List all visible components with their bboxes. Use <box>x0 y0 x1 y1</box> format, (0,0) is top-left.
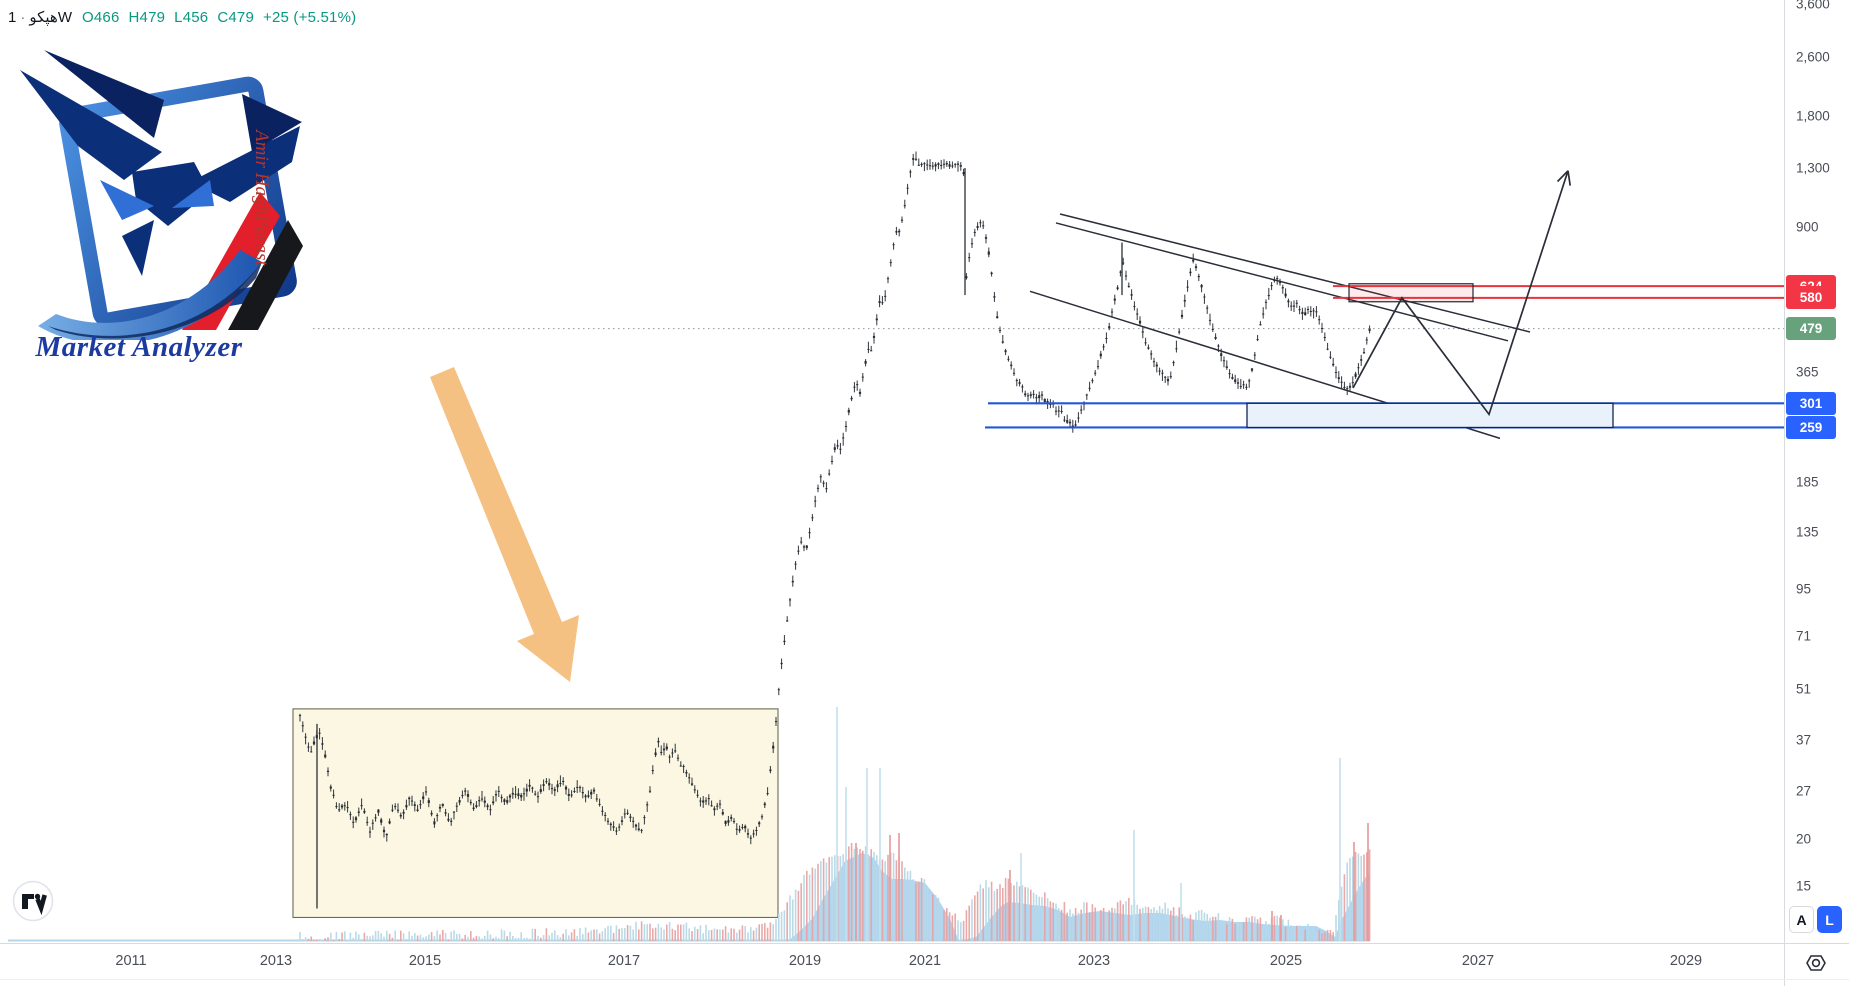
legend-separator: · <box>20 9 26 26</box>
logo-brand-text: Market Analyzer <box>35 331 243 363</box>
demand-zone-box[interactable] <box>1246 402 1614 429</box>
log-scale-button[interactable]: L <box>1817 906 1842 933</box>
eagle-logo-graphic: Amir HaghParast <box>20 50 303 345</box>
year-tick-2029: 2029 <box>1669 953 1703 969</box>
trendline-1[interactable] <box>1059 213 1531 333</box>
price-tag-479: 479 <box>1786 317 1836 341</box>
time-axis[interactable]: 2011 2013 2015 2017 2019 2021 2023 2025 2027 2029 <box>0 943 1849 986</box>
axis-corner-divider <box>1784 943 1785 986</box>
price-tick-3600: 3,600 <box>1796 0 1830 12</box>
tradingview-logo[interactable] <box>12 880 54 922</box>
year-tick-2011: 2011 <box>115 953 147 969</box>
year-tick-2025: 2025 <box>1269 953 1303 969</box>
price-tick-27: 27 <box>1796 783 1812 799</box>
year-tick-2021: 2021 <box>908 953 942 969</box>
price-tick-20: 20 <box>1796 831 1812 847</box>
price-tag-259: 259 <box>1786 415 1836 439</box>
price-tick-71: 71 <box>1796 628 1812 644</box>
logo-swoosh <box>38 250 262 345</box>
trendline-2[interactable] <box>1055 222 1509 342</box>
settings-gear-icon[interactable] <box>1804 951 1828 975</box>
price-tag-301: 301 <box>1786 391 1836 415</box>
open-value: O466 <box>82 9 120 26</box>
scale-buttons: A L <box>1789 906 1842 933</box>
price-tick-135: 135 <box>1796 524 1819 540</box>
logo-black-stripe <box>228 220 303 330</box>
supply-zone-box[interactable] <box>1348 283 1474 303</box>
projection-arrowhead <box>1556 170 1569 183</box>
candlesticks <box>298 151 1371 909</box>
year-tick-2019: 2019 <box>788 953 822 969</box>
symbol-legend[interactable]: هپکو·1W O466 H479 L456 C479 +25 (+5.51%) <box>8 8 365 26</box>
auto-scale-button[interactable]: A <box>1789 906 1814 933</box>
price-tick-900: 900 <box>1796 219 1819 235</box>
watermark-logo: Amir HaghParast Market Analyzer <box>4 30 324 364</box>
highlight-box-2013-2018[interactable] <box>292 708 779 919</box>
price-tick-1300: 1,300 <box>1796 160 1830 176</box>
year-tick-2013: 2013 <box>259 953 293 969</box>
zoom-callout-arrow[interactable] <box>430 367 579 682</box>
ohlc-values: O466 H479 L456 C479 +25 (+5.51%) <box>82 9 365 26</box>
projection-arrowhead <box>1567 170 1572 186</box>
close-value: C479 <box>217 9 255 26</box>
year-tick-2023: 2023 <box>1077 953 1111 969</box>
price-tick-95: 95 <box>1796 581 1812 597</box>
price-tick-2600: 2,600 <box>1796 49 1830 65</box>
price-tick-51: 51 <box>1796 681 1812 697</box>
low-value: L456 <box>174 9 209 26</box>
logo-author-text: Amir HaghParast <box>251 128 272 266</box>
price-tag-580: 580 <box>1786 286 1836 310</box>
projection-path[interactable] <box>1352 170 1569 417</box>
year-tick-2015: 2015 <box>408 953 442 969</box>
bottom-hairline <box>0 979 1849 980</box>
volume-spike-bars <box>836 707 1369 941</box>
symbol-name: هپکو <box>29 9 58 26</box>
price-tick-1800: 1,800 <box>1796 108 1830 124</box>
price-axis[interactable]: 3,600 2,600 1,800 1,300 900 365 185 135 95 71 51 37… <box>1784 0 1849 943</box>
high-value: H479 <box>128 9 166 26</box>
price-tick-37: 37 <box>1796 732 1812 748</box>
timeframe-label: 1W <box>8 9 72 26</box>
price-tick-185: 185 <box>1796 474 1819 490</box>
year-tick-2017: 2017 <box>607 953 641 969</box>
change-value: +25 (+5.51%) <box>263 9 357 26</box>
logo-eagle <box>20 50 302 276</box>
price-tick-365: 365 <box>1796 364 1819 380</box>
price-tick-15: 15 <box>1796 878 1812 894</box>
year-tick-2027: 2027 <box>1461 953 1495 969</box>
